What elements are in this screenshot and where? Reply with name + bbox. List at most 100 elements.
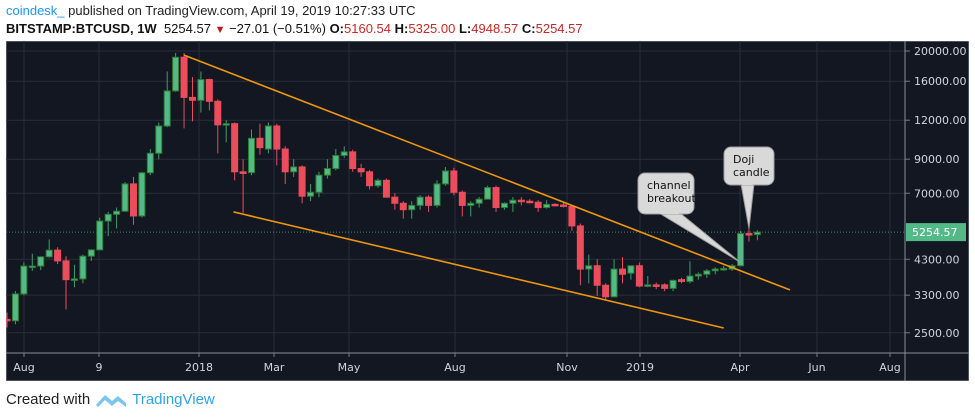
candles	[6, 53, 761, 328]
candle-body	[441, 170, 449, 185]
candle	[475, 197, 483, 208]
candle-body	[433, 183, 441, 206]
x-tick-label: Mar	[264, 361, 285, 374]
candle-body	[315, 174, 323, 193]
candle-body	[602, 284, 610, 298]
current-price-label-text: 5254.57	[912, 226, 958, 239]
x-tick-label: 2018	[185, 361, 213, 374]
candle-body	[96, 220, 104, 251]
candle-body	[222, 123, 230, 126]
y-tick-label: 16000.00	[914, 75, 967, 88]
author-link[interactable]: coindesk_	[6, 3, 65, 18]
candle-body	[593, 265, 601, 286]
candle	[661, 283, 669, 292]
candle	[644, 276, 652, 288]
candle	[104, 211, 112, 237]
callout-text: candle	[733, 166, 770, 179]
candle-body	[711, 268, 719, 272]
y-tick-label: 12000.00	[914, 114, 967, 127]
callout-joint	[660, 210, 679, 214]
candle	[155, 122, 163, 160]
y-tick-label: 9000.00	[914, 153, 960, 166]
x-tick-label: Apr	[730, 361, 750, 374]
candle	[627, 265, 635, 280]
candle-body	[188, 96, 196, 101]
candle-body	[492, 187, 500, 209]
symbol: BITSTAMP:BTCUSD, 1W	[6, 21, 157, 36]
candle	[450, 167, 458, 196]
y-tick-label: 3300.00	[914, 289, 960, 302]
candle-body	[113, 210, 121, 215]
candle-body	[323, 168, 331, 176]
candle	[357, 163, 365, 177]
candle	[231, 122, 239, 181]
y-tick-label: 2500.00	[914, 327, 960, 340]
candle	[374, 178, 382, 188]
x-tick-label: 9	[96, 361, 103, 374]
candle-body	[54, 249, 62, 262]
candle-body	[256, 137, 264, 149]
candle-body	[155, 125, 163, 154]
candle-body	[340, 151, 348, 156]
candle	[45, 239, 53, 258]
candle-body	[408, 204, 416, 211]
candle	[214, 99, 222, 154]
candle-body	[559, 204, 567, 207]
candle	[172, 53, 180, 92]
candle-body	[391, 196, 399, 204]
candle	[197, 71, 205, 113]
candle-body	[509, 199, 517, 204]
tradingview-link[interactable]: TradingView	[132, 390, 215, 408]
price-chart[interactable]: 20000.00 16000.00 12000.00 9000.00 7000.00 43…	[6, 41, 969, 381]
candle	[340, 146, 348, 158]
candle	[517, 197, 525, 206]
candle	[248, 129, 256, 176]
published-text: published on TradingView.com, April 19, …	[68, 3, 416, 18]
candle-body	[686, 275, 694, 282]
close-label: C:	[521, 21, 536, 36]
candle	[332, 149, 340, 171]
candle-body	[374, 179, 382, 187]
candle-body	[62, 260, 70, 281]
candle-body	[28, 265, 36, 269]
candle	[307, 183, 315, 202]
candle-body	[87, 249, 95, 257]
candle-body	[458, 191, 466, 206]
candle-body	[273, 125, 281, 150]
candle-body	[307, 191, 315, 197]
candle	[593, 259, 601, 296]
candle-body	[737, 233, 745, 267]
candle	[408, 201, 416, 219]
candle-body	[551, 203, 559, 207]
candle	[323, 159, 331, 179]
candle	[273, 123, 281, 166]
callout-text: channel	[647, 179, 691, 192]
candle-body	[661, 284, 669, 289]
candle-body	[484, 187, 492, 200]
candle-body	[745, 233, 753, 236]
candle-body	[290, 166, 298, 173]
candle-body	[610, 268, 618, 298]
candle-body	[627, 265, 635, 274]
candle-body	[475, 198, 483, 204]
x-tick-label: Aug	[879, 361, 900, 374]
candle-body	[104, 213, 112, 222]
candle-body	[753, 231, 761, 236]
candle	[559, 202, 567, 208]
candle-body	[652, 284, 660, 287]
candle	[11, 291, 19, 325]
candle	[62, 256, 70, 310]
candle-body	[11, 293, 19, 322]
candle-body	[172, 56, 180, 92]
candle-body	[694, 273, 702, 277]
candle-body	[500, 202, 508, 209]
candle-body	[644, 284, 652, 287]
candle	[315, 171, 323, 198]
trendline	[183, 54, 791, 291]
candle	[180, 53, 188, 129]
candle	[711, 267, 719, 275]
candle	[113, 207, 121, 229]
candle-body	[467, 202, 475, 206]
candle-body	[281, 148, 289, 173]
candle	[509, 197, 517, 212]
